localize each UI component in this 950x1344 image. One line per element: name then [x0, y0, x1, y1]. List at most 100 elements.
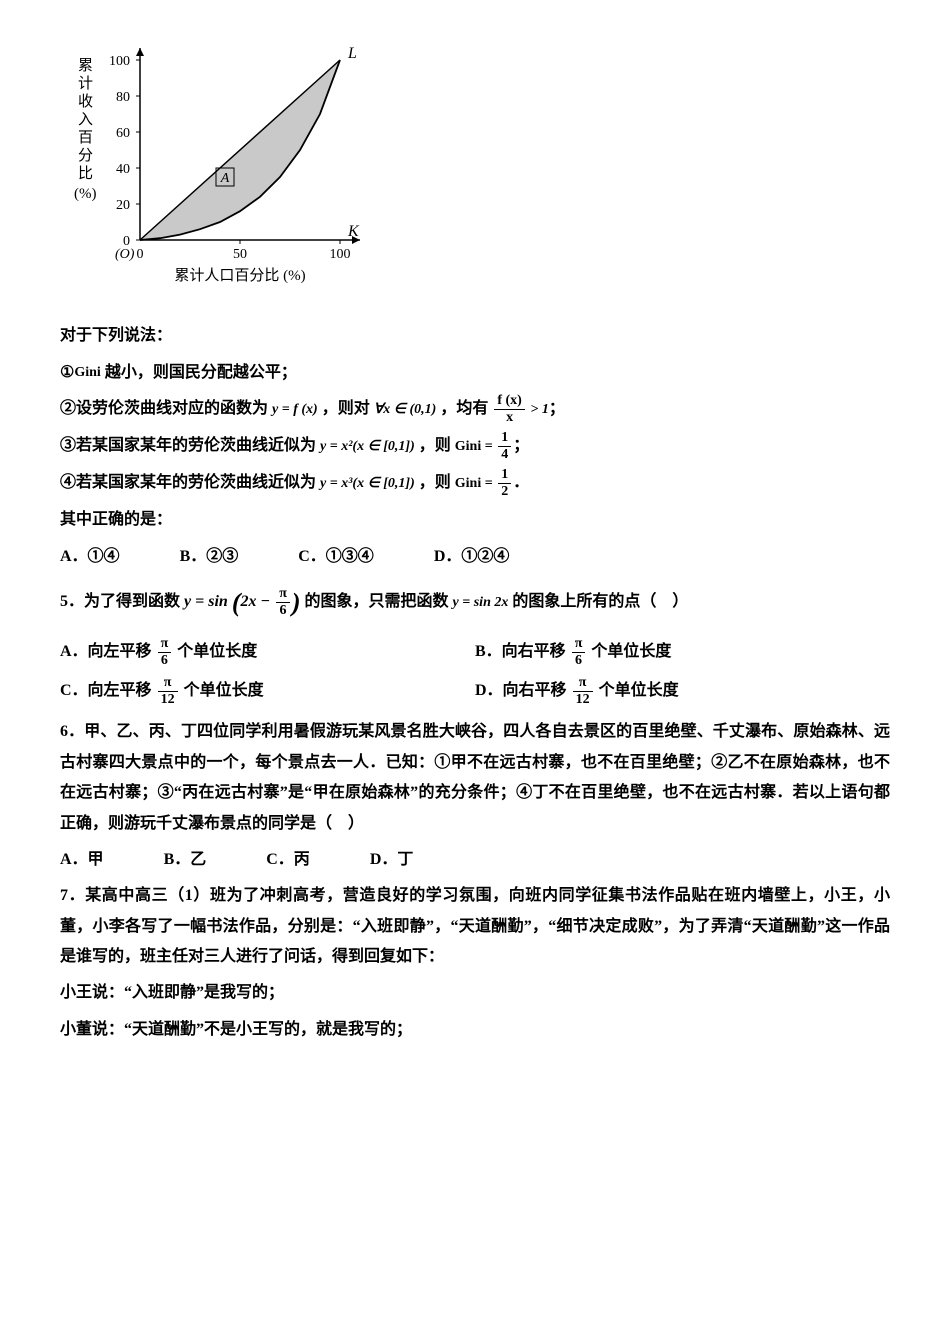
- svg-text:(%): (%): [74, 186, 97, 202]
- stmt4-c: ．: [513, 474, 529, 491]
- stmt4-frac: 1 2: [498, 468, 511, 499]
- stmt1-post: 越小，则国民分配越公平；: [101, 364, 297, 381]
- q4-option-d: D．①②④: [434, 542, 510, 572]
- q5-eq1-frac: π 6: [276, 587, 290, 618]
- q5-b-post: 个单位长度: [587, 644, 671, 661]
- q5-b-num: π: [572, 637, 586, 653]
- y-axis-label: 累 计 收 入 百 分 比 (%): [74, 58, 97, 202]
- q5-b-den: 6: [572, 653, 586, 668]
- stmt3-eq: y = x²(x ∈ [0,1]): [320, 439, 415, 454]
- stmt4-num: 1: [498, 468, 511, 484]
- q6-option-c: C．丙: [266, 845, 310, 875]
- stmt2-a: ②设劳伦茨曲线对应的函数为: [60, 400, 272, 417]
- q6-options: A．甲 B．乙 C．丙 D．丁: [60, 845, 890, 875]
- stmt2-b: ，则对: [322, 400, 374, 417]
- stmt2-den: x: [494, 410, 525, 425]
- svg-text:分: 分: [78, 147, 93, 164]
- q5-option-a: A．向左平移 π 6 个单位长度: [60, 637, 475, 668]
- q5-d-num: π: [573, 676, 593, 692]
- question-6: 6．甲、乙、丙、丁四位同学利用暑假游玩某风景名胜大峡谷，四人各自去景区的百里绝壁…: [60, 717, 890, 839]
- lorenz-svg: 0 20 40 60 80 100 0 50 100 (O): [60, 40, 390, 300]
- q6-option-a: A．甲: [60, 845, 104, 875]
- svg-text:入: 入: [78, 112, 93, 128]
- stmt3-c: ；: [513, 437, 529, 454]
- q5-c-den: 12: [158, 692, 178, 707]
- origin-label: (O): [115, 247, 135, 262]
- q4-options: A．①④ B．②③ C．①③④ D．①②④: [60, 542, 890, 572]
- question-7-p3: 小董说：“天道酬勤”不是小王写的，就是我写的；: [60, 1015, 890, 1045]
- stmt2-gt1: > 1: [527, 402, 549, 417]
- stmt4-b: ，则: [419, 474, 455, 491]
- stmt2-d: ；: [549, 400, 565, 417]
- svg-text:100: 100: [330, 247, 351, 262]
- stmt1-gini: Gini: [74, 365, 100, 380]
- svg-text:累: 累: [78, 58, 93, 74]
- q5-b-frac: π 6: [572, 637, 586, 668]
- svg-text:80: 80: [116, 90, 130, 105]
- correct-line: 其中正确的是：: [60, 505, 890, 535]
- stmt3-num: 1: [498, 431, 511, 447]
- q5-option-d: D．向右平移 π 12 个单位长度: [475, 676, 890, 707]
- svg-text:百: 百: [78, 130, 93, 146]
- q5-a-pre: A．向左平移: [60, 644, 156, 661]
- intro-line: 对于下列说法：: [60, 321, 890, 351]
- q6-option-d: D．丁: [370, 845, 414, 875]
- q5-a-post: 个单位长度: [173, 644, 257, 661]
- svg-text:40: 40: [116, 162, 130, 177]
- y-ticks: 0 20 40 60 80 100: [109, 54, 140, 249]
- svg-text:收: 收: [78, 93, 93, 110]
- svg-text:60: 60: [116, 126, 130, 141]
- q6-option-b: B．乙: [164, 845, 207, 875]
- statement-4: ④若某国家某年的劳伦茨曲线近似为 y = x³(x ∈ [0,1]) ，则 Gi…: [60, 468, 890, 499]
- svg-text:0: 0: [137, 247, 144, 262]
- svg-text:计: 计: [78, 75, 93, 92]
- stmt2-num: f (x): [494, 394, 525, 410]
- diagonal-line: [140, 60, 340, 240]
- stmt4-den: 2: [498, 484, 511, 499]
- x-ticks: 0 50 100: [137, 240, 351, 262]
- q4-option-a: A．①④: [60, 542, 120, 572]
- q5-eq1-pre: y = sin: [184, 593, 228, 610]
- q5-option-b: B．向右平移 π 6 个单位长度: [475, 637, 890, 668]
- q5-a-num: π: [158, 637, 172, 653]
- q5-a-frac: π 6: [158, 637, 172, 668]
- q5-a-den: 6: [158, 653, 172, 668]
- stmt2-frac: f (x) x: [494, 394, 525, 425]
- q5-b: 的图象，只需把函数: [305, 593, 453, 610]
- q5-eq1: y = sin (2x − π 6 ): [184, 593, 305, 610]
- q5-a: 5．为了得到函数: [60, 593, 184, 610]
- point-a: A: [220, 171, 230, 186]
- stmt4-gini: Gini =: [455, 476, 496, 491]
- q4-option-b: B．②③: [180, 542, 239, 572]
- y-axis-arrow: [136, 48, 144, 56]
- statement-1: ①Gini 越小，则国民分配越公平；: [60, 358, 890, 388]
- q5-c-num: π: [158, 676, 178, 692]
- q5-c-frac: π 12: [158, 676, 178, 707]
- stmt2-eq2: ∀x ∈ (0,1): [374, 402, 437, 417]
- stmt3-b: ，则: [419, 437, 455, 454]
- statement-3: ③若某国家某年的劳伦茨曲线近似为 y = x²(x ∈ [0,1]) ，则 Gi…: [60, 431, 890, 462]
- q5-d-post: 个单位长度: [595, 683, 679, 700]
- stmt1-pre: ①: [60, 364, 74, 381]
- q5-options: A．向左平移 π 6 个单位长度 B．向右平移 π 6 个单位长度 C．向左平移…: [60, 633, 890, 711]
- q5-c: 的图象上所有的点（ ）: [512, 593, 688, 610]
- stmt3-gini: Gini =: [455, 439, 496, 454]
- lorenz-chart: 0 20 40 60 80 100 0 50 100 (O): [60, 40, 890, 311]
- statement-2: ②设劳伦茨曲线对应的函数为 y = f (x) ，则对 ∀x ∈ (0,1) ，…: [60, 394, 890, 425]
- svg-text:20: 20: [116, 198, 130, 213]
- stmt4-eq: y = x³(x ∈ [0,1]): [320, 476, 415, 491]
- q5-eq2: y = sin 2x: [453, 595, 509, 610]
- stmt3-frac: 1 4: [498, 431, 511, 462]
- q5-eq1-den: 6: [276, 603, 290, 618]
- q5-d-den: 12: [573, 692, 593, 707]
- svg-text:比: 比: [78, 165, 93, 182]
- q5-option-c: C．向左平移 π 12 个单位长度: [60, 676, 475, 707]
- q5-eq1-num: π: [276, 587, 290, 603]
- question-5: 5．为了得到函数 y = sin (2x − π 6 ) 的图象，只需把函数 y…: [60, 578, 890, 627]
- stmt4-a: ④若某国家某年的劳伦茨曲线近似为: [60, 474, 320, 491]
- q5-eq1-inner-a: 2x −: [240, 593, 274, 610]
- q5-d-frac: π 12: [573, 676, 593, 707]
- svg-text:100: 100: [109, 54, 130, 69]
- point-l: L: [347, 45, 357, 62]
- point-k: K: [347, 223, 360, 240]
